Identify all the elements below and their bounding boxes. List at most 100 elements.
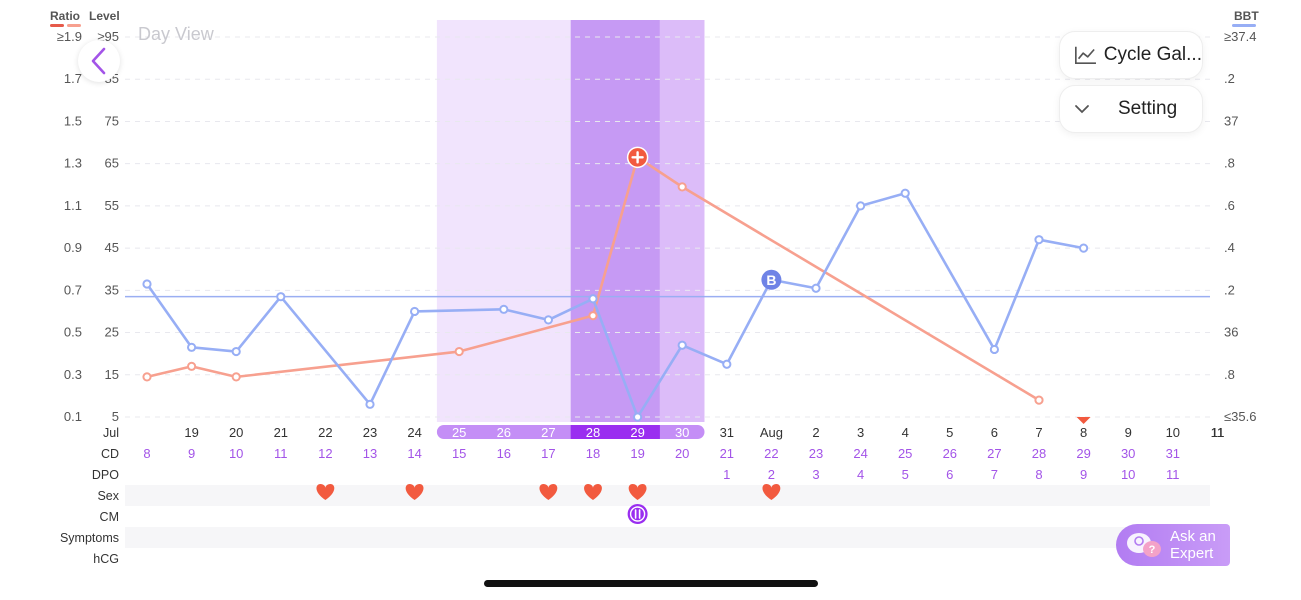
dpo-value: 7: [991, 467, 998, 482]
date-label: 19: [184, 425, 198, 440]
cycle-gallery-label: Cycle Gal...: [1103, 44, 1202, 65]
date-label: 3: [857, 425, 864, 440]
bbt-data-point[interactable]: [1079, 243, 1089, 253]
row-label-cd: CD: [101, 447, 119, 461]
dpo-value: 1: [723, 467, 730, 482]
back-button[interactable]: [78, 40, 120, 82]
peak-plus-marker[interactable]: [626, 146, 649, 169]
cd-value: 19: [630, 446, 644, 461]
heart-icon[interactable]: [405, 484, 424, 500]
ratio-tick-label: 0.9: [64, 240, 82, 255]
lh-data-point[interactable]: [231, 372, 241, 382]
chevron-left-icon: [91, 47, 106, 75]
cd-value: 8: [143, 446, 150, 461]
level-tick-label: 75: [105, 113, 119, 128]
date-label: 23: [363, 425, 377, 440]
date-label-end: 11: [1211, 425, 1225, 440]
bbt-data-point[interactable]: [365, 399, 375, 409]
date-label: 30: [675, 425, 689, 440]
bbt-tick-label: 36: [1224, 325, 1238, 340]
lh-data-point[interactable]: [588, 311, 598, 321]
ask-expert-button[interactable]: ? Ask an Expert: [1116, 524, 1230, 566]
bbt-data-point[interactable]: [989, 344, 1000, 355]
level-tick-label: 45: [105, 240, 119, 255]
row-label-hcg: hCG: [93, 552, 119, 566]
svg-text:?: ?: [1149, 544, 1156, 556]
bbt-data-point[interactable]: [231, 346, 241, 357]
dpo-value: 9: [1080, 467, 1087, 482]
cd-value: 13: [363, 446, 377, 461]
lh-data-point[interactable]: [142, 372, 152, 382]
page-title: Day View: [138, 24, 214, 44]
bbt-axis-title: BBT: [1234, 9, 1259, 23]
bbt-tick-label: .8: [1224, 367, 1235, 382]
ratio-axis-title: Ratio: [50, 9, 80, 23]
dpo-value: 11: [1166, 467, 1180, 482]
bbt-data-point[interactable]: [543, 315, 554, 325]
bbt-tick-label: .8: [1224, 156, 1235, 171]
cd-value: 27: [987, 446, 1001, 461]
home-indicator: [484, 580, 818, 587]
dpo-value: 10: [1121, 467, 1135, 482]
level-tick-label: 55: [105, 198, 119, 213]
heart-icon[interactable]: [584, 484, 602, 500]
level-legend-swatch: [67, 24, 81, 27]
date-label: 28: [586, 425, 600, 440]
cycle-gallery-button[interactable]: Cycle Gal...: [1059, 31, 1203, 79]
lh-data-point[interactable]: [454, 346, 464, 357]
date-label: 2: [812, 425, 819, 440]
cd-value: 25: [898, 446, 912, 461]
level-tick-label: 35: [105, 282, 119, 297]
bbt-data-point[interactable]: [499, 304, 509, 314]
level-tick-label: 5: [112, 409, 119, 424]
dpo-value: 2: [768, 467, 775, 482]
row-background: [125, 485, 1210, 506]
bbt-data-point[interactable]: [677, 340, 687, 350]
bbt-tick-label: .6: [1224, 198, 1235, 213]
bbt-data-point[interactable]: [722, 359, 732, 369]
bbt-data-point[interactable]: [142, 279, 152, 289]
heart-icon[interactable]: [762, 484, 781, 500]
lh-data-point[interactable]: [677, 182, 687, 192]
bbt-data-point[interactable]: [1034, 235, 1044, 245]
lh-data-point[interactable]: [1034, 395, 1044, 405]
cd-value: 23: [809, 446, 823, 461]
bbt-data-point[interactable]: [276, 292, 286, 302]
bbt-data-point[interactable]: [410, 306, 420, 317]
cd-value: 29: [1076, 446, 1090, 461]
line-chart-icon: [1075, 46, 1096, 65]
ovulation-date-pill: [570, 425, 660, 439]
bbt-data-point[interactable]: [588, 294, 598, 304]
cd-value: 9: [188, 446, 195, 461]
date-label: 11: [1211, 425, 1225, 440]
bbt-data-point[interactable]: [187, 342, 197, 352]
date-label: 5: [946, 425, 953, 440]
heart-icon[interactable]: [628, 484, 647, 500]
date-label: 8: [1080, 425, 1087, 440]
ask-expert-line2: Expert: [1170, 545, 1214, 562]
cervical-mucus-icon[interactable]: [627, 504, 648, 524]
bbt-data-point[interactable]: [633, 412, 643, 422]
date-label: 31: [720, 425, 734, 440]
bbt-data-point[interactable]: [856, 201, 866, 211]
bbt-data-point[interactable]: [900, 188, 910, 198]
date-label: 25: [452, 425, 466, 440]
b-marker[interactable]: B: [761, 269, 782, 290]
ratio-tick-label: 0.1: [64, 409, 82, 424]
date-label: 26: [497, 425, 511, 440]
heart-icon[interactable]: [539, 484, 558, 500]
level-tick-label: 65: [105, 156, 119, 171]
ovulation-band: [570, 20, 660, 422]
date-label: 6: [991, 425, 998, 440]
date-label: 29: [630, 425, 644, 440]
bbt-tick-label: .4: [1224, 240, 1235, 255]
setting-button[interactable]: Setting: [1059, 85, 1203, 133]
row-label-cm: CM: [100, 510, 119, 524]
level-tick-label: 15: [105, 367, 119, 382]
lh-data-point[interactable]: [187, 361, 197, 371]
date-label: 27: [541, 425, 555, 440]
date-label: Aug: [760, 425, 783, 440]
heart-icon[interactable]: [316, 484, 335, 500]
bbt-data-point[interactable]: [811, 283, 821, 293]
